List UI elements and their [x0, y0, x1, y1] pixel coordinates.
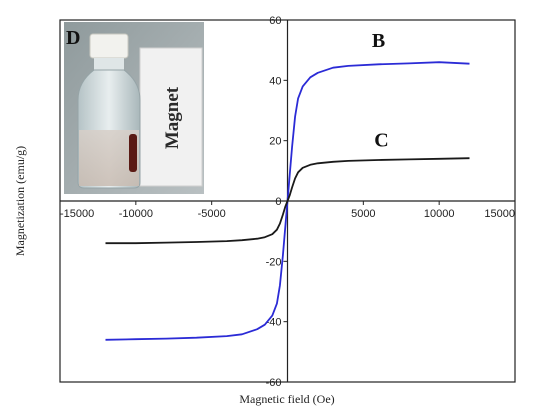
curve-label-b: B — [372, 30, 385, 52]
x-tick-label: 10000 — [424, 208, 455, 220]
bottle-neck — [94, 58, 124, 70]
magnetic-particles — [129, 134, 137, 172]
curve-labels: BC — [372, 30, 389, 152]
y-axis-title: Magnetization (emu/g) — [13, 146, 27, 256]
inset-letter: D — [66, 27, 80, 49]
data-series — [105, 61, 470, 341]
y-tick-label: 20 — [269, 136, 281, 148]
magnet-block — [139, 47, 203, 187]
x-tick-labels: -15000 -10000 -5000 5000 10000 15000 — [59, 201, 516, 220]
x-tick-label: 5000 — [351, 208, 375, 220]
x-tick-label: -10000 — [119, 208, 153, 220]
magnet-label: Magnet — [162, 86, 183, 149]
curve-label-c: C — [374, 130, 388, 152]
y-tick-label: -20 — [266, 256, 282, 268]
x-axis-title: Magnetic field (Oe) — [239, 392, 334, 406]
y-tick-label: 60 — [269, 15, 281, 27]
photo-inset: Magnet D — [64, 22, 204, 194]
y-tick-label: 0 — [275, 196, 281, 208]
y-tick-label: -60 — [266, 377, 282, 389]
y-tick-label: -40 — [266, 317, 282, 329]
x-tick-label: 15000 — [484, 208, 515, 220]
y-tick-label: 40 — [269, 75, 281, 87]
series-c-line — [105, 157, 470, 245]
x-tick-label: -5000 — [198, 208, 226, 220]
bottle-cap — [89, 33, 129, 59]
y-tick-labels: -60 -40 -20 20 40 60 0 — [266, 15, 288, 389]
x-tick-label: -15000 — [60, 208, 94, 220]
